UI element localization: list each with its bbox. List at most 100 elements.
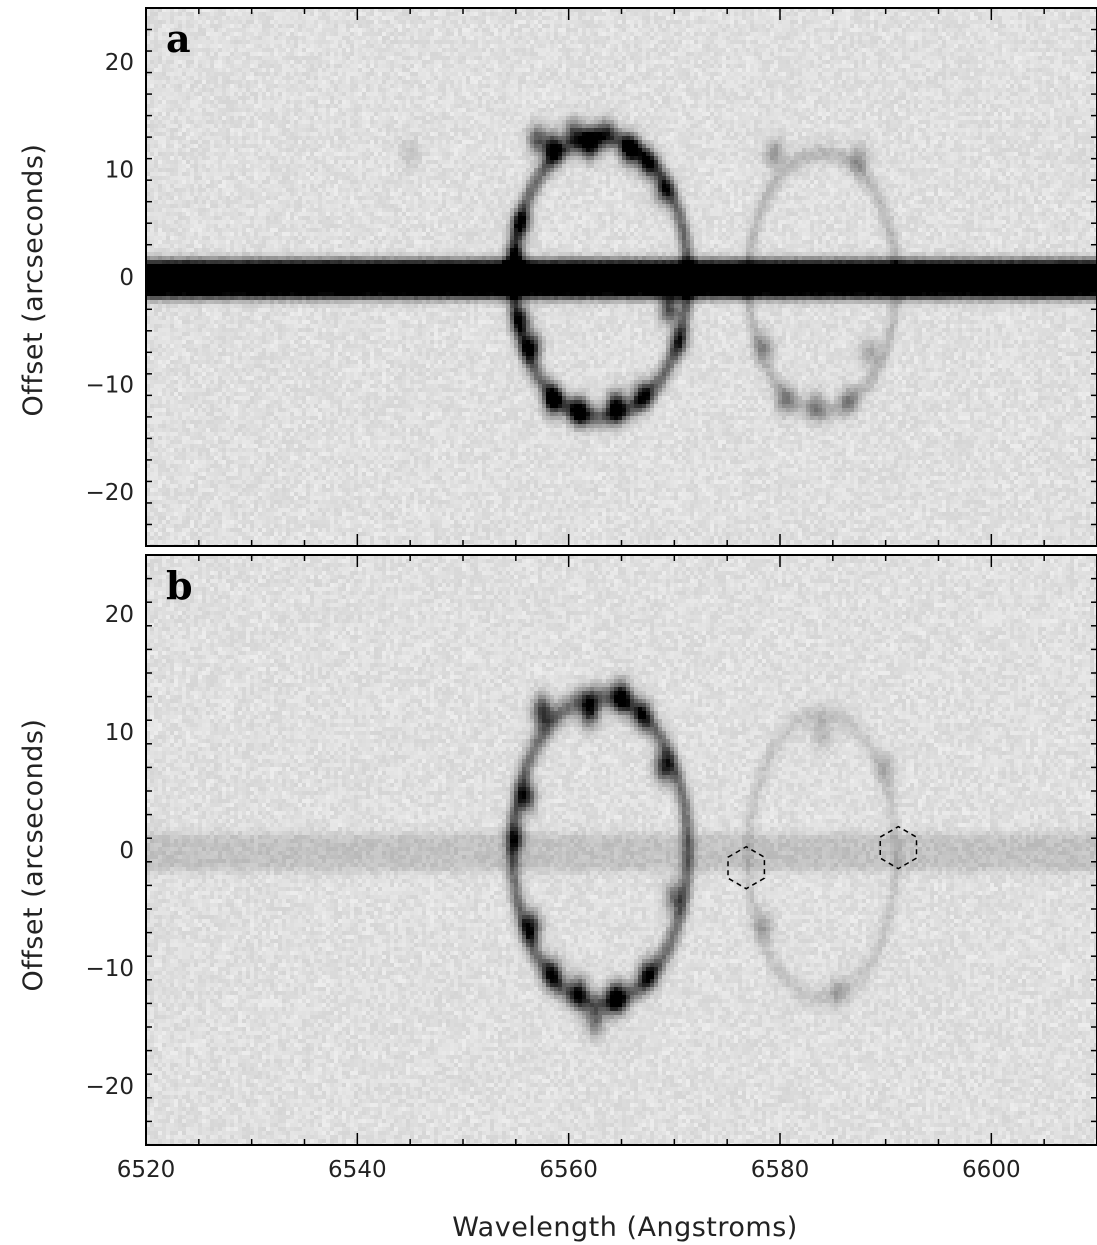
intensity-cell [170, 364, 174, 368]
intensity-cell [150, 168, 154, 172]
intensity-cell [178, 312, 182, 316]
intensity-cell [174, 184, 178, 188]
intensity-cell [166, 392, 170, 396]
intensity-cell [170, 472, 174, 476]
intensity-cell [162, 180, 166, 184]
intensity-cell [166, 264, 170, 268]
intensity-cell [182, 372, 186, 376]
intensity-cell [182, 420, 186, 424]
intensity-cell [186, 100, 190, 104]
intensity-cell [186, 420, 190, 424]
intensity-cell [162, 444, 166, 448]
intensity-cell [166, 340, 170, 344]
intensity-cell [186, 540, 190, 544]
intensity-cell [154, 220, 158, 224]
intensity-cell [178, 144, 182, 148]
intensity-cell [158, 88, 162, 92]
intensity-cell [182, 444, 186, 448]
intensity-cell [166, 140, 170, 144]
intensity-cell [186, 304, 190, 308]
intensity-cell [186, 336, 190, 340]
intensity-cell [174, 224, 178, 228]
intensity-cell [174, 508, 178, 512]
intensity-cell [150, 292, 154, 296]
intensity-cell [162, 152, 166, 156]
intensity-cell [174, 348, 178, 352]
intensity-cell [174, 260, 178, 264]
intensity-cell [154, 464, 158, 468]
intensity-cell [158, 132, 162, 136]
intensity-cell [150, 24, 154, 28]
intensity-cell [178, 408, 182, 412]
intensity-cell [162, 344, 166, 348]
intensity-cell [158, 468, 162, 472]
intensity-cell [178, 468, 182, 472]
intensity-cell [186, 500, 190, 504]
intensity-cell [150, 120, 154, 124]
intensity-cell [170, 272, 174, 276]
intensity-cell [186, 176, 190, 180]
intensity-cell [158, 196, 162, 200]
intensity-cell [154, 92, 158, 96]
intensity-cell [190, 196, 194, 200]
intensity-cell [158, 408, 162, 412]
intensity-cell [162, 508, 166, 512]
intensity-cell [186, 404, 190, 408]
intensity-cell [154, 488, 158, 492]
intensity-cell [158, 180, 162, 184]
intensity-cell [174, 452, 178, 456]
intensity-cell [182, 168, 186, 172]
intensity-cell [170, 436, 174, 440]
intensity-cell [158, 20, 162, 24]
intensity-cell [158, 224, 162, 228]
intensity-cell [166, 524, 170, 528]
intensity-cell [150, 360, 154, 364]
intensity-cell [158, 380, 162, 384]
intensity-cell [166, 540, 170, 544]
intensity-cell [166, 260, 170, 264]
intensity-cell [174, 424, 178, 428]
intensity-cell [158, 68, 162, 72]
intensity-cell [162, 432, 166, 436]
intensity-cell [178, 200, 182, 204]
intensity-cell [190, 156, 194, 160]
intensity-cell [158, 208, 162, 212]
intensity-cell [150, 404, 154, 408]
intensity-cell [154, 20, 158, 24]
intensity-cell [150, 476, 154, 480]
intensity-cell [166, 532, 170, 536]
intensity-cell [178, 252, 182, 256]
intensity-cell [174, 320, 178, 324]
intensity-cell [182, 484, 186, 488]
intensity-cell [170, 144, 174, 148]
intensity-cell [154, 168, 158, 172]
intensity-cell [170, 200, 174, 204]
intensity-cell [170, 172, 174, 176]
intensity-cell [154, 272, 158, 276]
intensity-cell [154, 124, 158, 128]
intensity-cell [154, 496, 158, 500]
intensity-cell [178, 72, 182, 76]
intensity-cell [178, 428, 182, 432]
intensity-cell [186, 240, 190, 244]
intensity-cell [150, 484, 154, 488]
intensity-cell [174, 444, 178, 448]
intensity-cell [178, 424, 182, 428]
intensity-cell [174, 396, 178, 400]
intensity-cell [174, 380, 178, 384]
intensity-cell [182, 460, 186, 464]
intensity-cell [158, 100, 162, 104]
intensity-cell [174, 292, 178, 296]
intensity-cell [174, 428, 178, 432]
intensity-cell [154, 196, 158, 200]
intensity-cell [182, 384, 186, 388]
intensity-cell [170, 428, 174, 432]
intensity-cell [182, 84, 186, 88]
intensity-cell [170, 248, 174, 252]
intensity-cell [186, 344, 190, 348]
intensity-cell [150, 56, 154, 60]
intensity-cell [154, 12, 158, 16]
intensity-cell [182, 280, 186, 284]
intensity-cell [150, 496, 154, 500]
intensity-cell [162, 356, 166, 360]
